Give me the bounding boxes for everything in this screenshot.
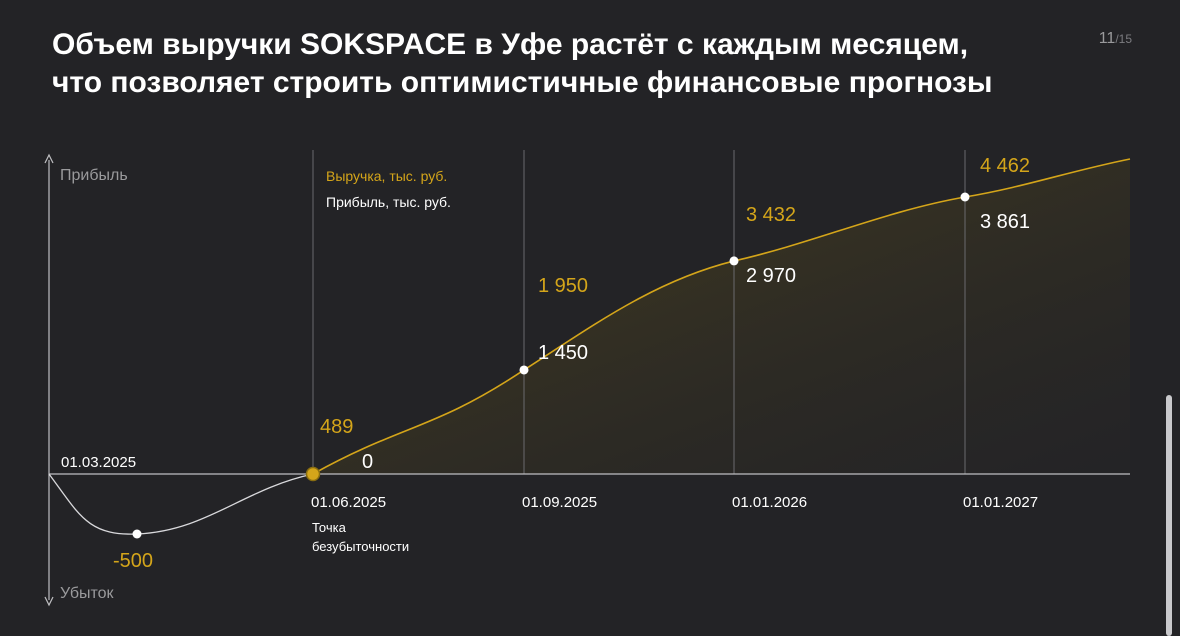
y-axis-arrow-up: [44, 153, 54, 164]
revenue-area: [313, 159, 1130, 474]
x-tick-label-1: 01.06.2025: [311, 494, 386, 511]
x-tick-label-4: 01.01.2027: [963, 494, 1038, 511]
page-counter: 11/15: [1099, 30, 1132, 48]
x-tick-label-3: 01.01.2026: [732, 494, 807, 511]
annotation-line-2: безубыточности: [312, 539, 409, 554]
x-tick-label-0: 01.03.2025: [61, 454, 136, 471]
title-line-1: Объем выручки SOKSPACE в Уфе растёт с ка…: [52, 28, 969, 61]
revenue-value-label-2: 3 432: [746, 204, 796, 226]
scrollbar-thumb[interactable]: [1166, 395, 1172, 636]
y-axis-bottom-label: Убыток: [60, 585, 115, 602]
loss-point: [132, 529, 142, 539]
legend-revenue: Выручка, тыс. руб.: [326, 168, 447, 184]
profit-value-label-3: 3 861: [980, 211, 1030, 233]
profit-value-label-2: 2 970: [746, 265, 796, 287]
annotation-line-1: Точка: [312, 520, 347, 535]
page-current: 11: [1098, 30, 1116, 47]
revenue-value-label-0: 489: [320, 416, 353, 438]
data-point-2: [519, 365, 529, 375]
page-title: Объем выручки SOKSPACE в Уфе растёт с ка…: [52, 26, 1092, 102]
break-even-point: [305, 466, 321, 482]
profit-value-label-0: 0: [362, 451, 373, 473]
revenue-value-label-3: 4 462: [980, 155, 1030, 177]
revenue-value-label-1: 1 950: [538, 275, 588, 297]
title-line-2: что позволяет строить оптимистичные фина…: [52, 66, 993, 99]
data-point-3: [729, 256, 739, 266]
profit-value-label-1: 1 450: [538, 342, 588, 364]
loss-curve: [48, 473, 314, 535]
legend-profit: Прибыль, тыс. руб.: [326, 194, 451, 210]
loss-value-label: -500: [113, 550, 153, 572]
y-axis-arrow-down: [44, 596, 54, 607]
x-tick-label-2: 01.09.2025: [522, 494, 597, 511]
y-axis-top-label: Прибыль: [60, 167, 128, 184]
data-point-4: [960, 192, 970, 202]
page-total: /15: [1115, 32, 1132, 46]
